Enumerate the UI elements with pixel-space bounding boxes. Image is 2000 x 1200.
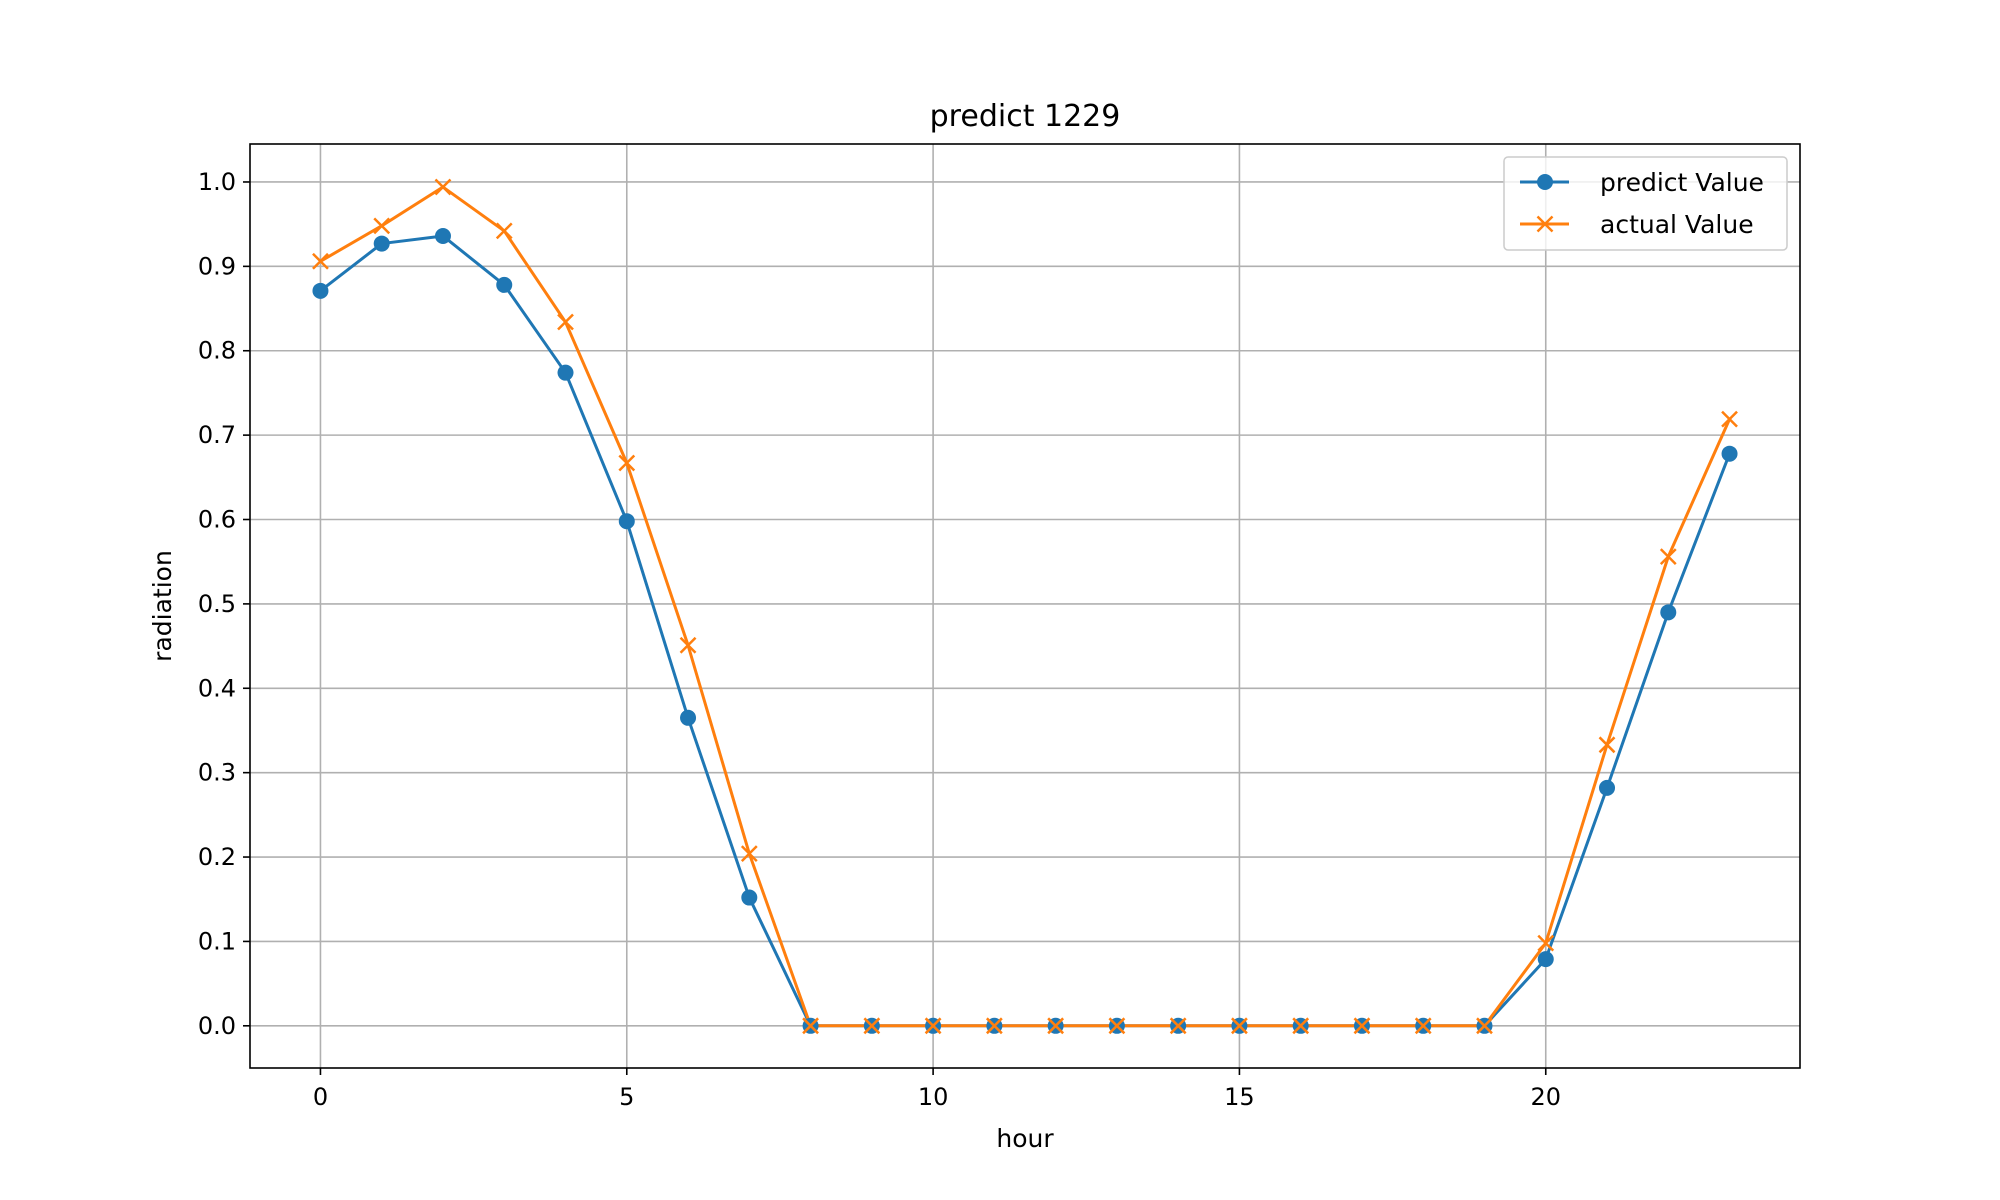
y-tick-label: 1.0 (198, 168, 236, 196)
actual-value-point (1047, 1017, 1065, 1035)
actual-value-point (1169, 1017, 1187, 1035)
y-tick-label: 0.1 (198, 927, 236, 955)
x-tick-label: 0 (313, 1083, 328, 1111)
actual-value-point (373, 217, 391, 235)
actual-value-point (740, 845, 758, 863)
actual-value-point (1721, 410, 1738, 428)
x-tick-label: 20 (1530, 1083, 1561, 1111)
predict-value-point (496, 276, 513, 293)
predict-value-point (741, 889, 758, 906)
predict-value-point (1599, 779, 1616, 796)
predict-value-point (1537, 951, 1554, 968)
actual-value-point (863, 1017, 881, 1035)
y-axis-ticks: 0.0 0.1 0.2 0.3 0.4 0.5 0.6 0.7 0.8 0.9 1.0 (198, 168, 250, 1040)
actual-value-point (1414, 1017, 1432, 1035)
predict-value-point (1721, 445, 1738, 462)
chart-title: predict 1229 (930, 99, 1121, 134)
actual-value-point (679, 636, 697, 654)
x-tick-label: 5 (619, 1083, 634, 1111)
legend-box (1503, 156, 1788, 251)
predict-value-point (373, 235, 390, 252)
legend-label: actual Value (1600, 210, 1754, 239)
legend-marker (1537, 174, 1553, 190)
x-tick-label: 15 (1224, 1083, 1255, 1111)
actual-value-point (618, 454, 636, 472)
plot-frame (249, 143, 1801, 1069)
predict-value-point (618, 513, 635, 530)
predict-value-point (312, 282, 329, 299)
y-tick-label: 0.7 (198, 421, 236, 449)
actual-value-point (434, 178, 452, 196)
actual-value-point (1659, 548, 1677, 566)
y-tick-label: 0.3 (198, 759, 236, 787)
predict-value-point (434, 227, 451, 244)
y-tick-label: 0.0 (198, 1012, 236, 1040)
actual-value-point (312, 252, 329, 270)
legend-item-actual-value: actual Value (1520, 210, 1754, 239)
y-tick-label: 0.9 (198, 252, 236, 280)
actual-value-point (1537, 934, 1555, 952)
actual-value-point (1108, 1017, 1126, 1035)
y-tick-label: 0.6 (198, 506, 236, 534)
y-tick-label: 0.4 (198, 674, 236, 702)
grid-lines (250, 144, 1800, 1068)
actual-value-point (1598, 736, 1616, 754)
y-tick-label: 0.2 (198, 843, 236, 871)
y-axis-label: radiation (148, 550, 177, 662)
actual-value-point (495, 222, 513, 240)
x-axis-label: hour (996, 1124, 1054, 1153)
legend: predict Value actual Value (1503, 156, 1788, 251)
actual-value-point (1292, 1017, 1310, 1035)
x-tick-label: 10 (918, 1083, 949, 1111)
series-markers (312, 178, 1738, 1035)
legend-item-predict-value: predict Value (1520, 168, 1764, 197)
predict-value-point (557, 364, 574, 381)
predict-value-point (680, 709, 697, 726)
actual-value-point (924, 1017, 942, 1035)
actual-value-point (1231, 1017, 1248, 1035)
actual-value-point (1353, 1017, 1371, 1035)
actual-value-point (1476, 1017, 1493, 1035)
y-tick-label: 0.5 (198, 590, 236, 618)
predict-value-point (1660, 604, 1677, 621)
x-axis-ticks: 0 5 10 15 20 (313, 1068, 1561, 1111)
series-lines (319, 185, 1731, 1028)
actual-value-point (802, 1017, 819, 1035)
y-tick-label: 0.8 (198, 337, 236, 365)
actual-value-point (557, 313, 574, 331)
actual-value-point (985, 1017, 1003, 1035)
actual-value-line (319, 185, 1731, 1028)
legend-label: predict Value (1600, 168, 1764, 197)
